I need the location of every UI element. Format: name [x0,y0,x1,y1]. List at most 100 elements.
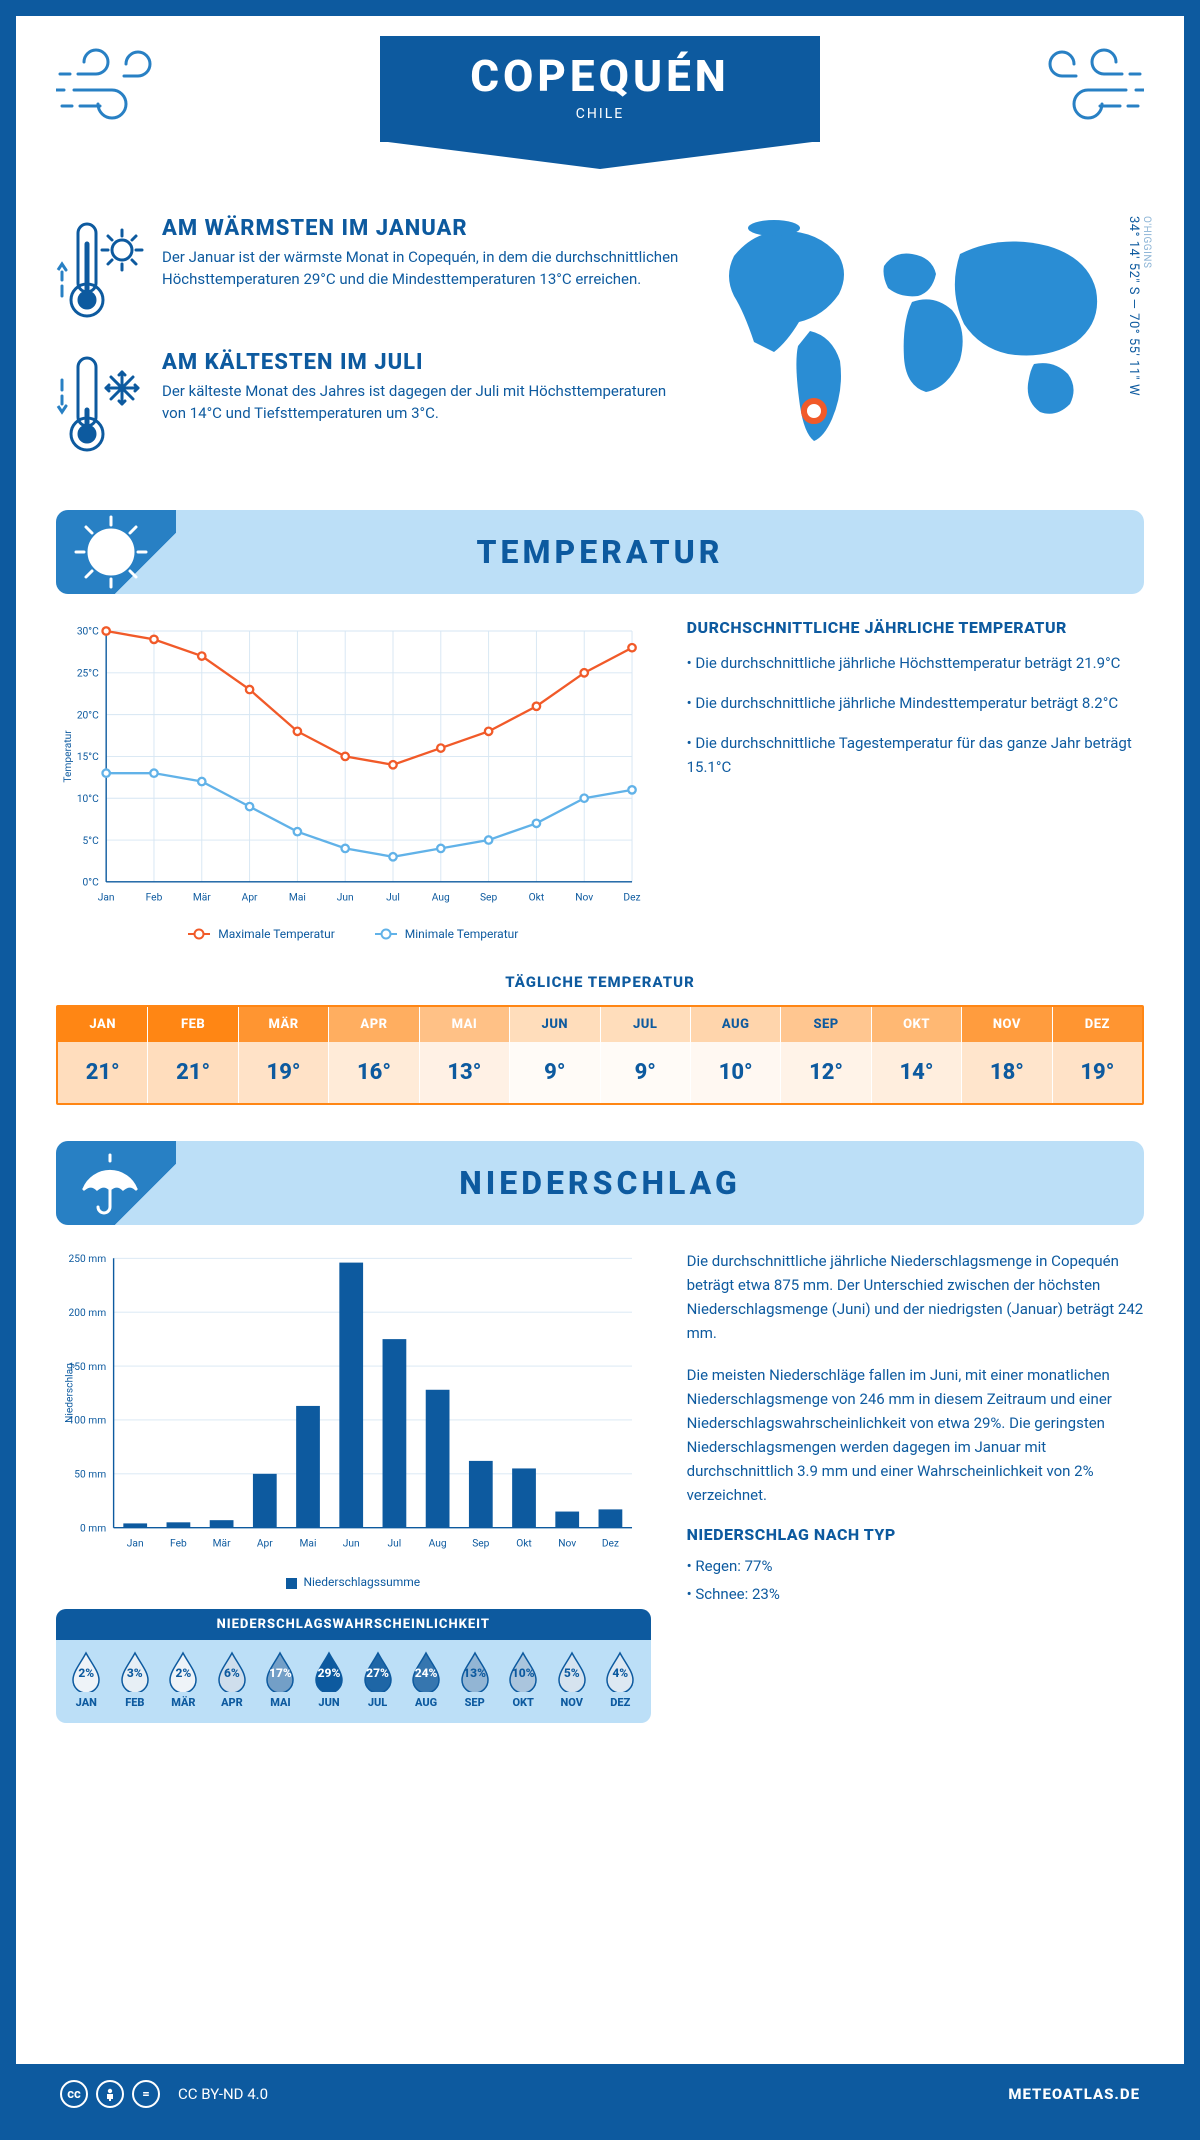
raindrop-icon: 6% [216,1650,248,1692]
section-header-precipitation: NIEDERSCHLAG [56,1141,1144,1225]
location-marker-icon [804,401,824,421]
svg-text:Mär: Mär [213,1539,231,1550]
precipitation-bar-chart: 0 mm50 mm100 mm150 mm200 mm250 mmJanFebM… [56,1249,651,1565]
coldest-text: Der kälteste Monat des Jahres ist dagege… [162,381,686,425]
svg-text:Aug: Aug [429,1539,447,1550]
probability-cell: 24% AUG [402,1650,451,1709]
probability-cell: 29% JUN [305,1650,354,1709]
raindrop-icon: 17% [264,1650,296,1692]
raindrop-icon: 27% [362,1650,394,1692]
precipitation-type-title: NIEDERSCHLAG NACH TYP [687,1525,1144,1544]
coordinates-label: O'HIGGINS 34° 14' 52" S — 70° 55' 11" W [1126,216,1152,396]
page-title: COPEQUÉN [380,50,820,102]
svg-text:10°C: 10°C [77,794,99,805]
svg-text:Mai: Mai [289,892,306,903]
text: • Schnee: 23% [687,1582,1144,1606]
svg-text:0°C: 0°C [83,878,100,889]
probability-cell: 17% MAI [256,1650,305,1709]
section-header-temperature: TEMPERATUR [56,510,1144,594]
svg-text:Dez: Dez [602,1539,619,1550]
raindrop-icon: 3% [119,1650,151,1692]
month-cell: NOV 18° [962,1007,1052,1103]
site-label: METEOATLAS.DE [1008,2085,1140,2103]
svg-text:15°C: 15°C [77,752,99,763]
footer: cc = CC BY-ND 4.0 METEOATLAS.DE [16,2064,1184,2124]
cc-by-icon [96,2080,124,2108]
month-cell: MÄR 19° [239,1007,329,1103]
month-cell: MAI 13° [420,1007,510,1103]
raindrop-icon: 24% [410,1650,442,1692]
month-cell: AUG 10° [691,1007,781,1103]
probability-cell: 2% JAN [62,1650,111,1709]
svg-text:Temperatur: Temperatur [63,730,74,783]
raindrop-icon: 2% [167,1650,199,1692]
precipitation-summary: Die durchschnittliche jährliche Niedersc… [687,1249,1144,1723]
probability-cell: 27% JUL [353,1650,402,1709]
svg-text:200 mm: 200 mm [69,1308,107,1319]
svg-text:Sep: Sep [472,1539,489,1550]
country-label: CHILE [380,106,820,122]
probability-cell: 4% DEZ [596,1650,645,1709]
raindrop-icon: 10% [507,1650,539,1692]
coldest-title: AM KÄLTESTEN IM JULI [162,350,686,375]
svg-text:Nov: Nov [575,892,593,903]
svg-text:25°C: 25°C [77,669,99,680]
svg-text:Jan: Jan [127,1539,144,1550]
precipitation-probability-table: NIEDERSCHLAGSWAHRSCHEINLICHKEIT 2% JAN 3… [56,1609,651,1723]
sun-icon [56,510,176,594]
text: • Die durchschnittliche jährliche Mindes… [687,691,1144,715]
svg-text:Sep: Sep [480,892,497,903]
raindrop-icon: 4% [604,1650,636,1692]
text: • Die durchschnittliche jährliche Höchst… [687,651,1144,675]
svg-text:Dez: Dez [623,892,640,903]
svg-text:30°C: 30°C [77,627,99,638]
probability-cell: 2% MÄR [159,1650,208,1709]
month-cell: JUL 9° [601,1007,691,1103]
license-label: CC BY-ND 4.0 [178,2085,268,2103]
svg-text:Jun: Jun [337,892,354,903]
thermometer-hot-icon [56,216,146,326]
month-cell: OKT 14° [872,1007,962,1103]
svg-text:Mär: Mär [193,892,211,903]
month-cell: SEP 12° [781,1007,871,1103]
svg-text:250 mm: 250 mm [69,1254,107,1265]
svg-text:Feb: Feb [146,892,163,903]
world-map: O'HIGGINS 34° 14' 52" S — 70° 55' 11" W [714,216,1144,484]
thermometer-cold-icon [56,350,146,460]
raindrop-icon: 13% [459,1650,491,1692]
svg-text:Aug: Aug [432,892,450,903]
raindrop-icon: 29% [313,1650,345,1692]
text: • Regen: 77% [687,1554,1144,1578]
month-cell: FEB 21° [148,1007,238,1103]
license-block: cc = CC BY-ND 4.0 [60,2080,268,2108]
svg-text:Okt: Okt [529,892,545,903]
svg-text:Jun: Jun [343,1539,360,1550]
svg-text:0 mm: 0 mm [80,1524,106,1535]
probability-cell: 10% OKT [499,1650,548,1709]
precipitation-section-title: NIEDERSCHLAG [459,1164,741,1202]
temperature-summary-title: DURCHSCHNITTLICHE JÄHRLICHE TEMPERATUR [687,618,1144,637]
raindrop-icon: 2% [70,1650,102,1692]
precipitation-chart-legend: Niederschlagssumme [56,1575,651,1589]
svg-text:Jan: Jan [98,892,115,903]
svg-text:Okt: Okt [516,1539,532,1550]
svg-text:20°C: 20°C [77,710,99,721]
warmest-text: Der Januar ist der wärmste Monat in Cope… [162,247,686,291]
probability-cell: 3% FEB [111,1650,160,1709]
svg-text:5°C: 5°C [83,836,100,847]
probability-cell: 6% APR [208,1650,257,1709]
svg-text:Apr: Apr [242,892,258,903]
svg-text:50 mm: 50 mm [74,1470,106,1481]
svg-text:Jul: Jul [388,1539,402,1550]
temperature-section-title: TEMPERATUR [476,533,723,571]
daily-temperature-table: JAN 21° FEB 21° MÄR 19° APR 16° MAI 13° … [56,1005,1144,1105]
svg-text:Nov: Nov [558,1539,576,1550]
probability-cell: 5% NOV [547,1650,596,1709]
svg-text:Mai: Mai [300,1539,317,1550]
raindrop-icon: 5% [556,1650,588,1692]
svg-text:Apr: Apr [257,1539,273,1550]
daily-temperature-title: TÄGLICHE TEMPERATUR [56,973,1144,991]
temperature-chart-legend: Maximale Temperatur Minimale Temperatur [56,927,651,941]
svg-text:Feb: Feb [170,1539,187,1550]
month-cell: APR 16° [329,1007,419,1103]
